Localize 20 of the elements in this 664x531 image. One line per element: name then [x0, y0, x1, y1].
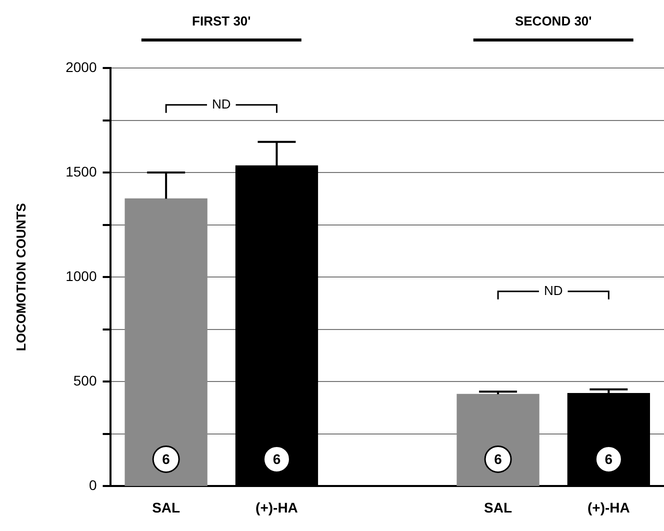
x-tick-label: (+)-HA — [256, 499, 298, 516]
annotation: 6 — [494, 451, 502, 468]
bar — [456, 394, 540, 486]
annotation: 6 — [272, 451, 281, 468]
annotation: 6 — [604, 451, 613, 468]
text: SECOND 30' — [514, 14, 592, 29]
y-axis-title: LOCOMOTION COUNTS — [13, 202, 28, 352]
annotation: 6 — [162, 451, 170, 468]
bar — [124, 198, 208, 486]
y-tick-label: 500 — [73, 372, 97, 389]
y-tick-label: 1000 — [66, 268, 97, 284]
annotation: ND — [212, 96, 231, 112]
annotation: ND — [544, 282, 563, 298]
y-tick-label: 1500 — [66, 163, 97, 180]
x-tick-label: SAL — [152, 499, 181, 516]
y-tick-label: 0 — [88, 477, 97, 494]
y-tick-label: 2000 — [66, 58, 97, 75]
text: FIRST 30' — [192, 14, 251, 29]
x-tick-label: (+)-HA — [587, 499, 630, 516]
x-tick-label: SAL — [484, 499, 512, 516]
